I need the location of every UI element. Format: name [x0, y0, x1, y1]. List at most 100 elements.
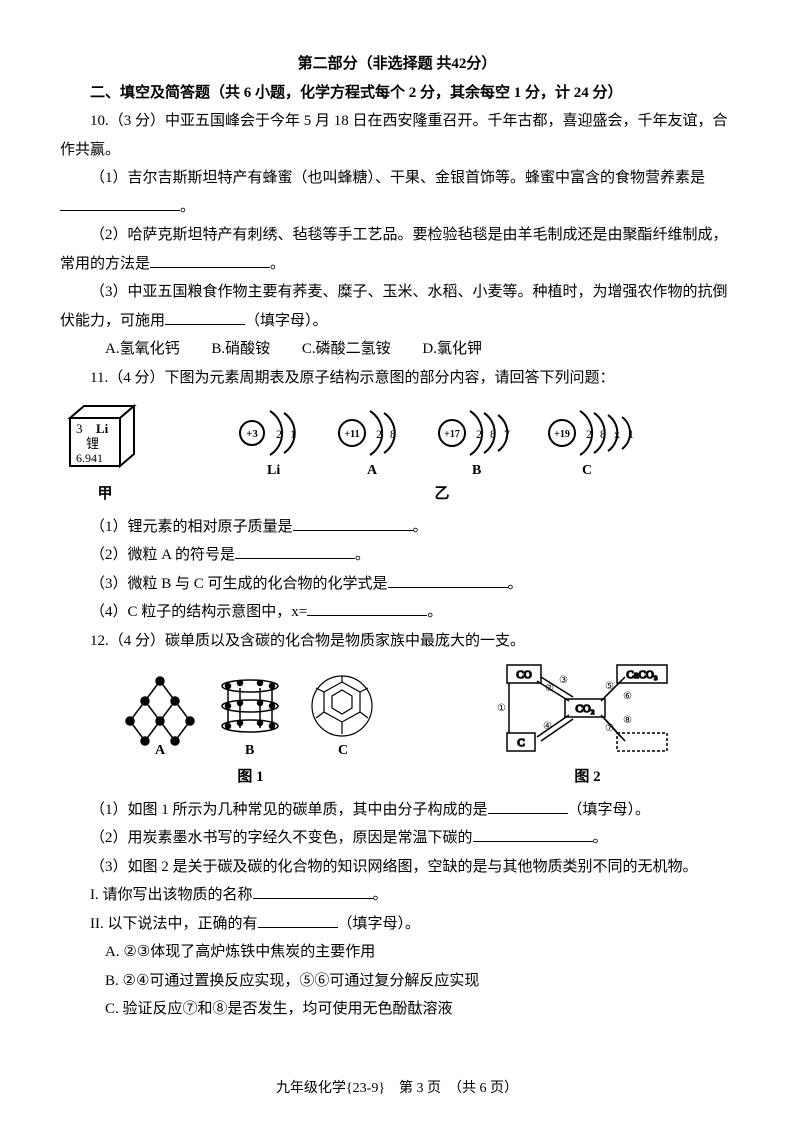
carbon-network-icon: CO CaCO₃ CO₂ C ① ② ③ ④ ⑤ ⑥ ⑦ ⑧ [477, 661, 697, 761]
q10-2-b: 。 [270, 256, 285, 272]
q12-figure-row: A B C 图 1 CO CaCO₃ CO₂ C ① [60, 661, 734, 792]
q11-3-a: （3）微粒 B 与 C 可生成的化合物的化学式是 [90, 576, 388, 592]
q11-4-b: 。 [427, 604, 442, 620]
q11-label-jia: 甲 [60, 480, 150, 509]
blank[interactable] [473, 825, 593, 843]
q12-opt-a: A. ②③体现了高炉炼铁中焦炭的主要作用 [60, 938, 734, 967]
q10-stem: 10.（3 分）中亚五国峰会于今年 5 月 18 日在西安隆重召开。千年古都，喜… [60, 107, 734, 164]
q12-1-a: （1）如图 1 所示为几种常见的碳单质，其中由分子构成的是 [90, 802, 488, 818]
svg-text:7: 7 [504, 427, 510, 441]
periodic-cell-icon: 3 Li 锂 6.941 [60, 398, 150, 478]
svg-text:8: 8 [600, 427, 606, 441]
svg-text:+19: +19 [554, 429, 570, 440]
q12-3i-b: 。 [373, 887, 388, 903]
section-title: 二、填空及简答题（共 6 小题，化学方程式每个 2 分，其余每空 1 分，计 2… [60, 79, 734, 108]
q11-2-a: （2）微粒 A 的符号是 [90, 547, 235, 563]
q12-1: （1）如图 1 所示为几种常见的碳单质，其中由分子构成的是 （填字母）。 [60, 796, 734, 825]
q10-3: （3）中亚五国粮食作物主要有荞麦、糜子、玉米、水稻、小麦等。种植时，为增强农作物… [60, 278, 734, 335]
q11-1: （1）锂元素的相对原子质量是 。 [60, 513, 734, 542]
q11-figure-row: 3 Li 锂 6.941 甲 +3 2 1 +11 [60, 398, 734, 509]
q11-1-a: （1）锂元素的相对原子质量是 [90, 519, 293, 535]
q10-options: A.氢氧化钙 B.硝酸铵 C.磷酸二氢铵 D.氯化钾 [60, 335, 734, 364]
q12-opt-b: B. ②④可通过置换反应实现，⑤⑥可通过复分解反应实现 [60, 967, 734, 996]
q11-1-b: 。 [413, 519, 428, 535]
q12-2: （2）用炭素墨水书写的字经久不变色，原因是常温下碳的 。 [60, 824, 734, 853]
blank[interactable] [258, 910, 338, 928]
blank[interactable] [60, 193, 180, 211]
svg-text:锂: 锂 [86, 436, 99, 451]
svg-text:+3: +3 [246, 428, 258, 440]
svg-text:1: 1 [628, 427, 634, 441]
fig2-caption: 图 2 [441, 763, 734, 792]
q12-3i: I. 请你写出该物质的名称 。 [60, 881, 734, 910]
svg-text:CO₂: CO₂ [576, 703, 595, 715]
svg-text:CaCO₃: CaCO₃ [627, 669, 659, 681]
q10-opt-a: A.氢氧化钙 [105, 335, 180, 364]
svg-text:④: ④ [543, 721, 552, 732]
blank[interactable] [488, 796, 568, 814]
q12-opt-c: C. 验证反应⑦和⑧是否发生，均可使用无色酚酞溶液 [60, 995, 734, 1024]
q12-fig2: CO CaCO₃ CO₂ C ① ② ③ ④ ⑤ ⑥ ⑦ ⑧ [441, 661, 734, 792]
part-title: 第二部分（非选择题 共42分） [60, 50, 734, 79]
blank[interactable] [307, 599, 427, 617]
svg-text:+11: +11 [344, 429, 359, 440]
svg-text:8: 8 [390, 427, 396, 441]
q10-1: （1）吉尔吉斯斯坦特产有蜂蜜（也叫蜂糖）、干果、金银首饰等。蜂蜜中富含的食物营养… [60, 164, 734, 221]
svg-text:⑧: ⑧ [623, 715, 632, 726]
q12-3: （3）如图 2 是关于碳及碳的化合物的知识网络图，空缺的是与其他物质类别不同的无… [60, 853, 734, 882]
q10-1-b: 。 [180, 199, 195, 215]
svg-text:⑤: ⑤ [605, 681, 614, 692]
q11-label-yi: 乙 [150, 480, 734, 509]
svg-text:②: ② [545, 683, 554, 694]
svg-text:A: A [367, 463, 378, 478]
svg-text:2: 2 [586, 427, 592, 441]
svg-text:+17: +17 [444, 429, 460, 440]
q11-atoms: +3 2 1 +11 2 8 +17 2 8 [150, 398, 734, 509]
q10-opt-d: D.氯化钾 [422, 335, 482, 364]
carbon-allotropes-icon: A B C [110, 666, 390, 761]
svg-text:⑦: ⑦ [605, 723, 614, 734]
q11-2-b: 。 [355, 547, 370, 563]
q11-2: （2）微粒 A 的符号是 。 [60, 541, 734, 570]
q12-2-a: （2）用炭素墨水书写的字经久不变色，原因是常温下碳的 [90, 830, 473, 846]
q11-4: （4）C 粒子的结构示意图中，x=。 [60, 598, 734, 627]
svg-text:⑥: ⑥ [623, 691, 632, 702]
blank[interactable] [388, 570, 508, 588]
svg-text:x: x [614, 427, 620, 441]
svg-text:A: A [155, 743, 166, 758]
q10-1-a: （1）吉尔吉斯斯坦特产有蜂蜜（也叫蜂糖）、干果、金银首饰等。蜂蜜中富含的食物营养… [90, 170, 705, 186]
q12-3ii-b: （填字母）。 [338, 916, 421, 932]
blank[interactable] [253, 882, 373, 900]
q12-3i-a: I. 请你写出该物质的名称 [90, 887, 253, 903]
svg-text:2: 2 [376, 427, 382, 441]
svg-text:①: ① [497, 703, 506, 714]
svg-text:Li: Li [96, 421, 109, 436]
q11-box: 3 Li 锂 6.941 甲 [60, 398, 150, 509]
blank[interactable] [293, 513, 413, 531]
q11-3: （3）微粒 B 与 C 可生成的化合物的化学式是。 [60, 570, 734, 599]
svg-text:1: 1 [290, 427, 296, 441]
atom-diagrams-icon: +3 2 1 +11 2 8 +17 2 8 [222, 398, 662, 478]
q12-3ii-a: II. 以下说法中，正确的有 [90, 916, 258, 932]
svg-text:③: ③ [559, 675, 568, 686]
page-footer: 九年级化学{23-9} 第 3 页 （共 6 页） [0, 1076, 794, 1103]
blank[interactable] [150, 250, 270, 268]
q11-stem: 11.（4 分）下图为元素周期表及原子结构示意图的部分内容，请回答下列问题： [60, 364, 734, 393]
q12-1-b: （填字母）。 [568, 802, 651, 818]
svg-text:8: 8 [490, 427, 496, 441]
blank[interactable] [165, 307, 245, 325]
svg-text:2: 2 [276, 427, 282, 441]
q12-stem: 12.（4 分）碳单质以及含碳的化合物是物质家族中最庞大的一支。 [60, 627, 734, 656]
q10-3-a: （3）中亚五国粮食作物主要有荞麦、糜子、玉米、水稻、小麦等。种植时，为增强农作物… [60, 284, 728, 329]
blank[interactable] [235, 542, 355, 560]
q10-2: （2）哈萨克斯坦特产有刺绣、毡毯等手工艺品。要检验毡毯是由羊毛制成还是由聚酯纤维… [60, 221, 734, 278]
q12-fig1: A B C 图 1 [60, 666, 441, 792]
svg-text:Li: Li [267, 463, 280, 478]
svg-text:3: 3 [76, 421, 83, 436]
fig1-caption: 图 1 [60, 763, 441, 792]
svg-text:CO: CO [517, 669, 532, 681]
svg-text:C: C [518, 737, 525, 749]
svg-text:6.941: 6.941 [76, 451, 103, 465]
svg-text:2: 2 [476, 427, 482, 441]
q12-2-b: 。 [593, 830, 608, 846]
